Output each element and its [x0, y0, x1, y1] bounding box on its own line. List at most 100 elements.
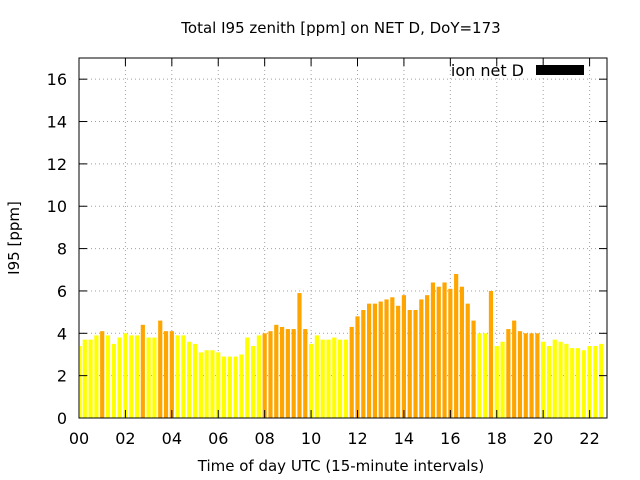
x-tick-label: 12 [347, 429, 367, 448]
bar [500, 341, 505, 418]
x-tick-label: 06 [208, 429, 228, 448]
bar [303, 329, 308, 418]
bar [593, 346, 598, 418]
bar [80, 346, 82, 418]
bar [529, 333, 534, 418]
bar [100, 331, 105, 418]
bar [546, 346, 552, 418]
bar [227, 356, 232, 418]
bars [80, 274, 604, 418]
bar [564, 343, 569, 418]
y-tick-label: 6 [57, 282, 67, 301]
bar [192, 343, 198, 418]
bar [581, 350, 586, 418]
bar [285, 329, 290, 418]
bar [517, 331, 523, 418]
bar [454, 274, 459, 418]
bar [216, 352, 221, 418]
bar [187, 341, 192, 418]
bar [210, 350, 215, 418]
bar [297, 293, 302, 418]
x-axis-label: Time of day UTC (15-minute intervals) [197, 457, 484, 475]
x-tick-label: 14 [394, 429, 414, 448]
bar [361, 310, 366, 418]
x-tick-label: 00 [69, 429, 89, 448]
bar [459, 286, 465, 418]
bar [506, 329, 511, 418]
bar [175, 335, 180, 418]
bar [262, 333, 267, 418]
bar [407, 310, 412, 418]
bar [570, 348, 575, 418]
bar [575, 348, 581, 418]
bar [587, 346, 592, 418]
bar [198, 352, 203, 418]
bar [541, 341, 546, 418]
bar [250, 346, 256, 418]
bar [82, 339, 87, 418]
legend-swatch [536, 65, 584, 75]
bar [332, 337, 337, 418]
x-tick-label: 16 [440, 429, 460, 448]
bar [256, 335, 261, 418]
bar [279, 326, 285, 418]
bar [442, 282, 447, 418]
y-tick-label: 2 [57, 367, 67, 386]
bar [129, 335, 134, 418]
bar [390, 297, 395, 418]
bar [367, 303, 372, 418]
bar [152, 337, 157, 418]
bar [221, 356, 227, 418]
bar [117, 337, 122, 418]
x-tick-label: 18 [487, 429, 507, 448]
bar [599, 343, 604, 418]
bar [233, 356, 238, 418]
bar [471, 320, 476, 418]
x-tick-label: 08 [254, 429, 274, 448]
bar [494, 346, 499, 418]
bar [245, 337, 250, 418]
bar [239, 354, 244, 418]
axis-ticks [78, 58, 607, 419]
x-tick-labels: 00 02 04 06 08 10 12 14 16 18 20 22 [69, 429, 600, 448]
bar [111, 343, 116, 418]
plot-frame [78, 57, 608, 419]
y-tick-label: 0 [57, 409, 67, 428]
legend-label: ion net D [451, 61, 524, 80]
x-tick-label: 04 [162, 429, 182, 448]
bar [384, 299, 389, 418]
chart-title: Total I95 zenith [ppm] on NET D, DoY=173 [180, 19, 500, 37]
bar [163, 331, 169, 418]
bar [88, 339, 93, 418]
bar [268, 331, 273, 418]
bar [314, 335, 319, 418]
bar [378, 301, 383, 418]
bar [105, 335, 111, 418]
bar [349, 326, 354, 418]
bar [326, 339, 331, 418]
x-tick-label: 10 [301, 429, 321, 448]
bar [430, 282, 436, 418]
y-tick-label: 14 [47, 113, 67, 132]
bar [320, 339, 325, 418]
x-tick-label: 20 [533, 429, 553, 448]
bar [448, 288, 453, 418]
bar [396, 305, 401, 418]
bar [338, 339, 343, 418]
bar [181, 335, 186, 418]
bar [488, 290, 494, 418]
legend: ion net D [451, 61, 584, 80]
bar [419, 299, 424, 418]
bar [146, 337, 151, 418]
bar [465, 303, 470, 418]
bar [413, 310, 418, 418]
y-tick-label: 10 [47, 197, 67, 216]
bar [425, 295, 430, 418]
bar [204, 350, 209, 418]
bar [483, 333, 488, 418]
bar [477, 333, 482, 418]
bar [343, 339, 348, 418]
y-tick-label: 12 [47, 155, 67, 174]
y-tick-label: 4 [57, 324, 67, 343]
x-tick-label: 02 [115, 429, 135, 448]
